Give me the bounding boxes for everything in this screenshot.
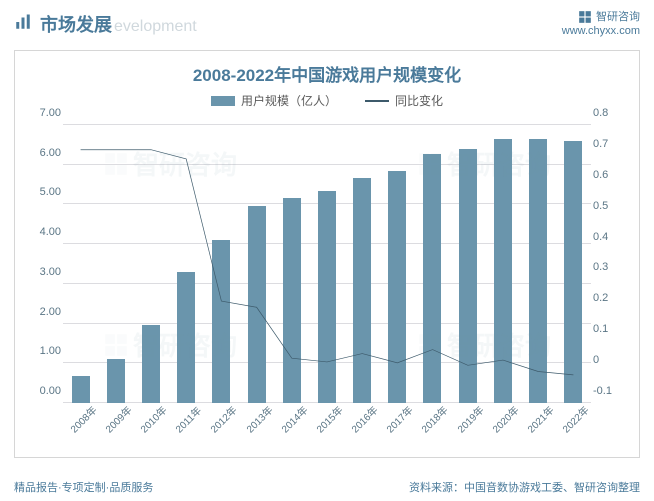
brand: 智研咨询: [562, 10, 640, 24]
y-left-tick: 6.00: [25, 147, 61, 159]
x-label: 2008年: [59, 405, 103, 449]
y-left-tick: 4.00: [25, 226, 61, 238]
y-left-tick: 2.00: [25, 306, 61, 318]
x-label: 2014年: [270, 405, 314, 449]
x-label: 2016年: [340, 405, 384, 449]
brand-url: www.chyxx.com: [562, 24, 640, 38]
x-label: 2010年: [129, 405, 173, 449]
header: 市场发展 evelopment 智研咨询 www.chyxx.com: [0, 0, 654, 44]
footer-right: 资料来源：中国音数协游戏工委、智研咨询整理: [409, 479, 640, 495]
legend-bar-swatch: [211, 96, 235, 106]
brand-text: 智研咨询: [596, 10, 640, 24]
x-label: 2018年: [411, 405, 455, 449]
y-right-tick: 0.8: [593, 107, 629, 119]
y-right-tick: 0.5: [593, 200, 629, 212]
x-axis: 2008年2009年2010年2011年2012年2013年2014年2015年…: [63, 405, 591, 449]
x-label: 2009年: [94, 405, 138, 449]
x-label: 2020年: [481, 405, 525, 449]
x-label: 2021年: [516, 405, 560, 449]
x-label: 2022年: [551, 405, 595, 449]
legend-line-item: 同比变化: [365, 92, 443, 109]
chart-title: 2008-2022年中国游戏用户规模变化: [15, 51, 639, 92]
legend: 用户规模（亿人） 同比变化: [15, 92, 639, 117]
y-axis-left: 0.001.002.003.004.005.006.007.00: [25, 125, 61, 403]
footer: 精品报告·专项定制·品质服务 资料来源：中国音数协游戏工委、智研咨询整理: [14, 479, 640, 495]
brand-icon: [578, 10, 592, 24]
footer-left: 精品报告·专项定制·品质服务: [14, 479, 153, 495]
y-right-tick: 0.6: [593, 169, 629, 181]
legend-line-label: 同比变化: [395, 92, 443, 109]
y-right-tick: 0.3: [593, 261, 629, 273]
y-left-tick: 5.00: [25, 186, 61, 198]
y-left-tick: 0.00: [25, 385, 61, 397]
x-label: 2017年: [375, 405, 419, 449]
chart-container: 2008-2022年中国游戏用户规模变化 用户规模（亿人） 同比变化 0.00 1…: [14, 50, 640, 458]
header-title-cn: 市场发展: [40, 11, 112, 37]
x-label: 2015年: [305, 405, 349, 449]
header-right: 智研咨询 www.chyxx.com: [562, 10, 640, 39]
header-title-en: evelopment: [114, 18, 197, 36]
x-label: 2011年: [164, 405, 208, 449]
header-left: 市场发展 evelopment: [14, 11, 197, 37]
y-left-tick: 1.00: [25, 345, 61, 357]
x-label: 2012年: [199, 405, 243, 449]
line-series: [63, 125, 591, 403]
y-right-tick: 0.7: [593, 138, 629, 150]
y-right-tick: -0.1: [593, 385, 629, 397]
legend-bar-item: 用户规模（亿人）: [211, 92, 337, 109]
y-axis-right: -0.100.10.20.30.40.50.60.70.8: [593, 125, 629, 403]
plot-area: 智研咨询 智研咨询 智研咨询 智研咨询: [63, 125, 591, 403]
x-label: 2019年: [446, 405, 490, 449]
y-right-tick: 0.2: [593, 292, 629, 304]
y-right-tick: 0.4: [593, 231, 629, 243]
y-right-tick: 0: [593, 354, 629, 366]
chart-icon: [14, 13, 32, 31]
y-right-tick: 0.1: [593, 323, 629, 335]
y-left-tick: 3.00: [25, 266, 61, 278]
x-label: 2013年: [235, 405, 279, 449]
y-left-tick: 7.00: [25, 107, 61, 119]
legend-bar-label: 用户规模（亿人）: [241, 92, 337, 109]
legend-line-swatch: [365, 100, 389, 102]
